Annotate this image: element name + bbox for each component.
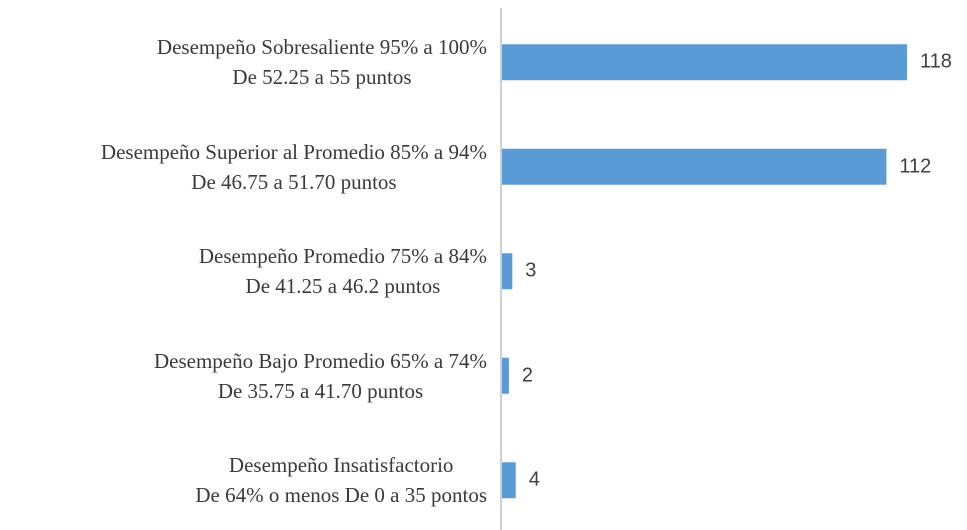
category-label: Desempeño Sobresaliente 95% a 100% De 52… [156, 35, 487, 90]
category-label: Desempeño Promedio 75% a 84% De 41.25 a … [198, 244, 487, 299]
category-label: Desempeño Bajo Promedio 65% a 74% De 35.… [153, 348, 487, 403]
category-label: Desempeño Superior al Promedio 85% a 94%… [100, 139, 487, 194]
category-label: Desempeño Insatisfactorio De 64% o menos… [195, 453, 487, 508]
bar [502, 253, 513, 290]
data-label: 4 [528, 468, 540, 491]
bar [502, 357, 509, 394]
data-label: 112 [899, 155, 932, 178]
bar [502, 462, 516, 499]
bar [502, 44, 907, 81]
data-label: 3 [525, 259, 537, 282]
data-label: 2 [521, 364, 533, 387]
data-label: 118 [920, 50, 952, 73]
bar [502, 148, 887, 185]
